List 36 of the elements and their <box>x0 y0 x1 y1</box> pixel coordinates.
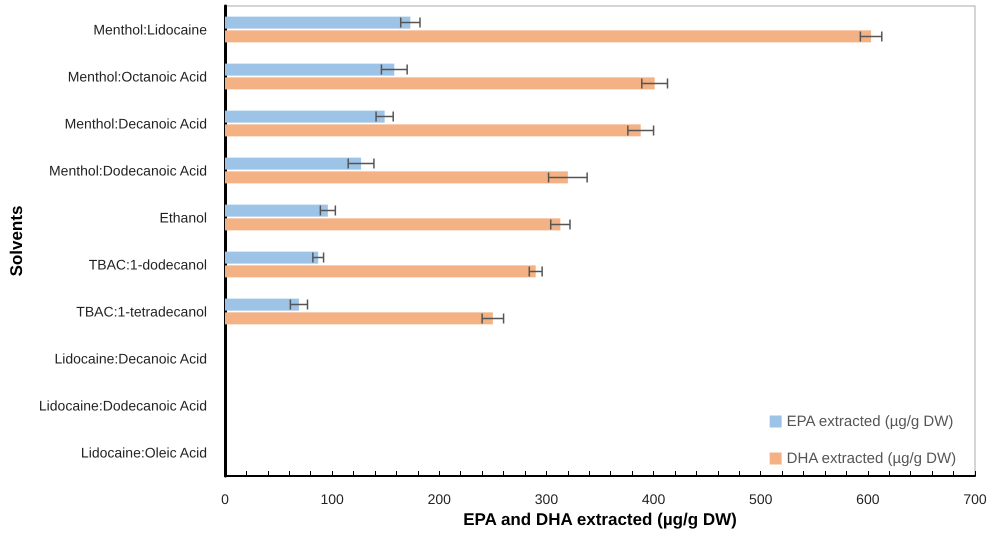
y-tick-label: Lidocaine:Decanoic Acid <box>54 350 207 366</box>
y-tick-label: Menthol:Octanoic Acid <box>68 68 207 84</box>
bar <box>225 110 385 123</box>
bar <box>225 252 318 264</box>
bar <box>225 204 328 217</box>
bar <box>225 312 493 324</box>
y-axis-title: Solvents <box>7 206 26 276</box>
x-tick-label: 0 <box>221 491 230 507</box>
y-tick-label: Lidocaine:Dodecanoic Acid <box>38 398 207 414</box>
x-tick-label: 700 <box>963 491 987 507</box>
y-tick-label: Menthol:Lidocaine <box>93 22 208 38</box>
y-tick-label: TBAC:1-tetradecanol <box>76 304 207 320</box>
y-tick-label: Menthol:Dodecanoic Acid <box>49 162 207 178</box>
legend-label: EPA extracted (µg/g DW) <box>786 413 954 430</box>
bar <box>225 77 655 90</box>
bar <box>225 16 410 29</box>
x-axis-title: EPA and DHA extracted (µg/g DW) <box>463 510 737 529</box>
bar <box>225 64 394 76</box>
bar <box>225 218 560 230</box>
bar <box>225 265 536 278</box>
y-tick-label: Lidocaine:Oleic Acid <box>80 444 207 460</box>
bar <box>225 124 641 136</box>
x-tick-label: 500 <box>749 491 773 507</box>
x-tick-label: 100 <box>320 491 344 507</box>
bar <box>225 30 872 42</box>
x-tick-label: 200 <box>428 491 452 507</box>
bar <box>225 298 299 311</box>
x-tick-label: 300 <box>534 491 558 507</box>
y-tick-label: Menthol:Decanoic Acid <box>64 116 207 132</box>
x-tick-label: 600 <box>856 491 880 507</box>
x-tick-label: 400 <box>642 491 666 507</box>
y-tick-label: TBAC:1-dodecanol <box>88 256 207 272</box>
legend-label: DHA extracted (µg/g DW) <box>786 450 956 467</box>
y-tick-label: Ethanol <box>160 210 207 226</box>
bar <box>225 158 362 170</box>
bar <box>225 171 568 184</box>
